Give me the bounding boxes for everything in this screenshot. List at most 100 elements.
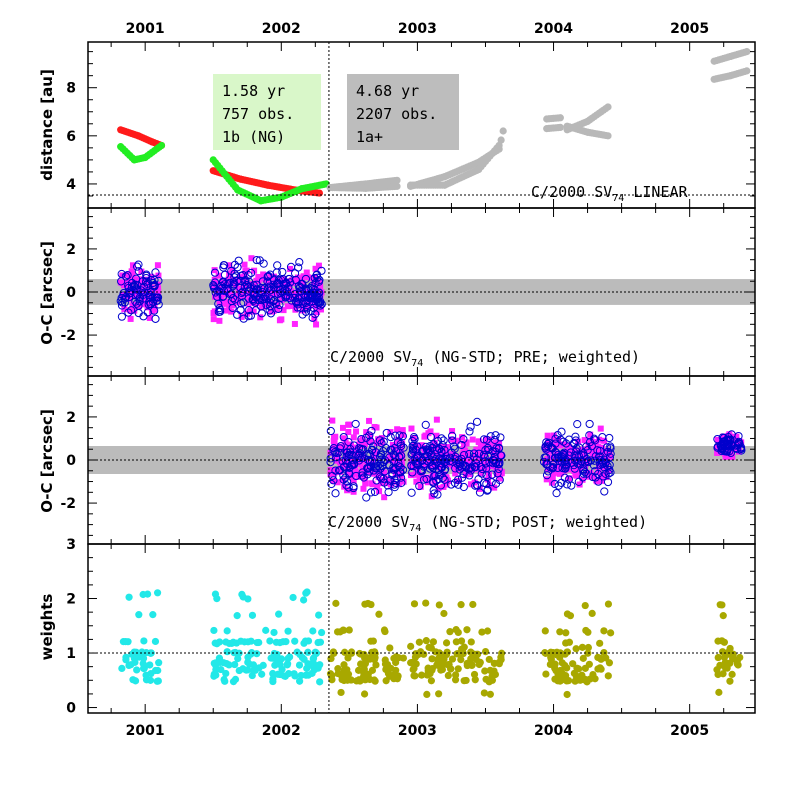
weight-point <box>291 672 299 680</box>
ra-residual-point <box>128 307 135 314</box>
ra-residual-point <box>298 278 305 285</box>
weight-point <box>309 627 317 635</box>
weight-point <box>573 664 581 672</box>
dec-residual-point <box>491 431 500 440</box>
ra-residual-point <box>363 429 370 436</box>
dec-residual-point <box>249 296 258 305</box>
dec-residual-point <box>457 440 466 450</box>
dec-residual-point <box>219 292 228 301</box>
dec-residual-point <box>590 436 600 445</box>
y-tick-label: 8 <box>66 81 76 97</box>
dec-residual-point <box>586 456 596 465</box>
ra-residual-point <box>223 307 230 314</box>
weight-point <box>302 589 310 597</box>
weight-point <box>468 661 476 669</box>
dec-residual-point <box>344 483 353 492</box>
bottom-year-label: 2005 <box>670 723 709 739</box>
ra-residual-point <box>332 443 339 450</box>
ra-residual-point <box>381 494 388 501</box>
weight-point <box>392 658 400 667</box>
dec-residual-point <box>579 449 588 458</box>
weight-point <box>295 661 304 669</box>
dec-residual-point <box>366 437 375 446</box>
dec-residual-point <box>440 475 449 484</box>
ra-residual-point <box>590 445 597 452</box>
y-tick-label: 0 <box>66 453 76 469</box>
dec-residual-point <box>117 312 127 321</box>
dec-residual-point <box>733 445 742 454</box>
dec-residual-point <box>358 453 367 463</box>
ra-residual-point <box>289 302 296 309</box>
weight-point <box>334 669 342 678</box>
dec-residual-point <box>408 441 417 451</box>
weight-point <box>300 596 308 604</box>
ra-residual-point <box>452 470 459 477</box>
weight-point <box>289 593 297 602</box>
ra-residual-point <box>567 450 574 457</box>
weight-point <box>469 600 477 609</box>
ra-residual-point <box>279 295 286 302</box>
dec-residual-point <box>244 271 253 280</box>
dec-residual-point <box>314 277 324 286</box>
ra-residual-point <box>575 468 582 475</box>
dec-residual-point <box>364 449 373 458</box>
ra-residual-point <box>414 448 421 455</box>
weight-point <box>125 593 133 601</box>
dec-residual-point <box>475 488 485 497</box>
ra-residual-point <box>482 447 489 454</box>
weight-point <box>382 665 390 674</box>
weight-point <box>435 649 443 657</box>
dec-residual-point <box>131 291 140 300</box>
dec-residual-point <box>455 462 464 471</box>
dec-residual-point <box>214 307 223 316</box>
ra-residual-point <box>336 468 343 475</box>
dec-residual-point <box>541 442 550 451</box>
dec-residual-point <box>451 464 460 473</box>
weight-point <box>588 609 596 617</box>
weight-point <box>584 628 592 636</box>
dec-residual-point <box>326 454 335 463</box>
dec-residual-point <box>351 471 361 481</box>
ra-residual-point <box>544 455 551 462</box>
weight-point <box>435 690 443 698</box>
dec-residual-point <box>292 298 301 307</box>
ra-residual-point <box>366 417 373 424</box>
weight-point <box>579 654 587 662</box>
dec-residual-point <box>355 449 364 458</box>
dec-residual-point <box>134 267 143 276</box>
ra-residual-point <box>413 478 420 485</box>
y-tick-label: 3 <box>66 537 76 553</box>
ra-residual-point <box>543 476 550 483</box>
bottom-year-label: 2003 <box>398 723 437 739</box>
ra-residual-point <box>211 267 218 274</box>
y-tick-label: 2 <box>66 242 76 258</box>
weight-point <box>211 639 219 647</box>
ra-residual-point <box>238 313 245 320</box>
ra-residual-point <box>407 472 414 479</box>
dec-residual-point <box>438 473 447 482</box>
weight-point <box>249 661 258 669</box>
dec-residual-point <box>125 287 134 296</box>
weight-point <box>337 688 345 697</box>
dec-residual-point <box>426 432 436 442</box>
residuals-post-ylabel: O-C [arcsec] <box>38 409 56 513</box>
ra-residual-point <box>576 481 583 488</box>
weights-ylabel: weights <box>38 594 56 661</box>
weight-point <box>210 626 218 635</box>
weight-point <box>276 639 284 647</box>
dec-residual-point <box>301 299 310 308</box>
weight-point <box>302 671 310 679</box>
dec-residual-point <box>736 444 745 453</box>
dec-residual-point <box>380 467 389 476</box>
weight-point <box>474 650 482 658</box>
weight-point <box>486 690 494 698</box>
ra-residual-point <box>571 447 578 454</box>
ra-residual-point <box>429 443 436 450</box>
weight-point <box>274 656 282 664</box>
dec-residual-point <box>226 290 235 299</box>
weight-point <box>231 660 239 669</box>
dec-residual-point <box>271 299 280 308</box>
dec-residual-point <box>579 465 588 474</box>
dec-residual-point <box>339 432 348 442</box>
